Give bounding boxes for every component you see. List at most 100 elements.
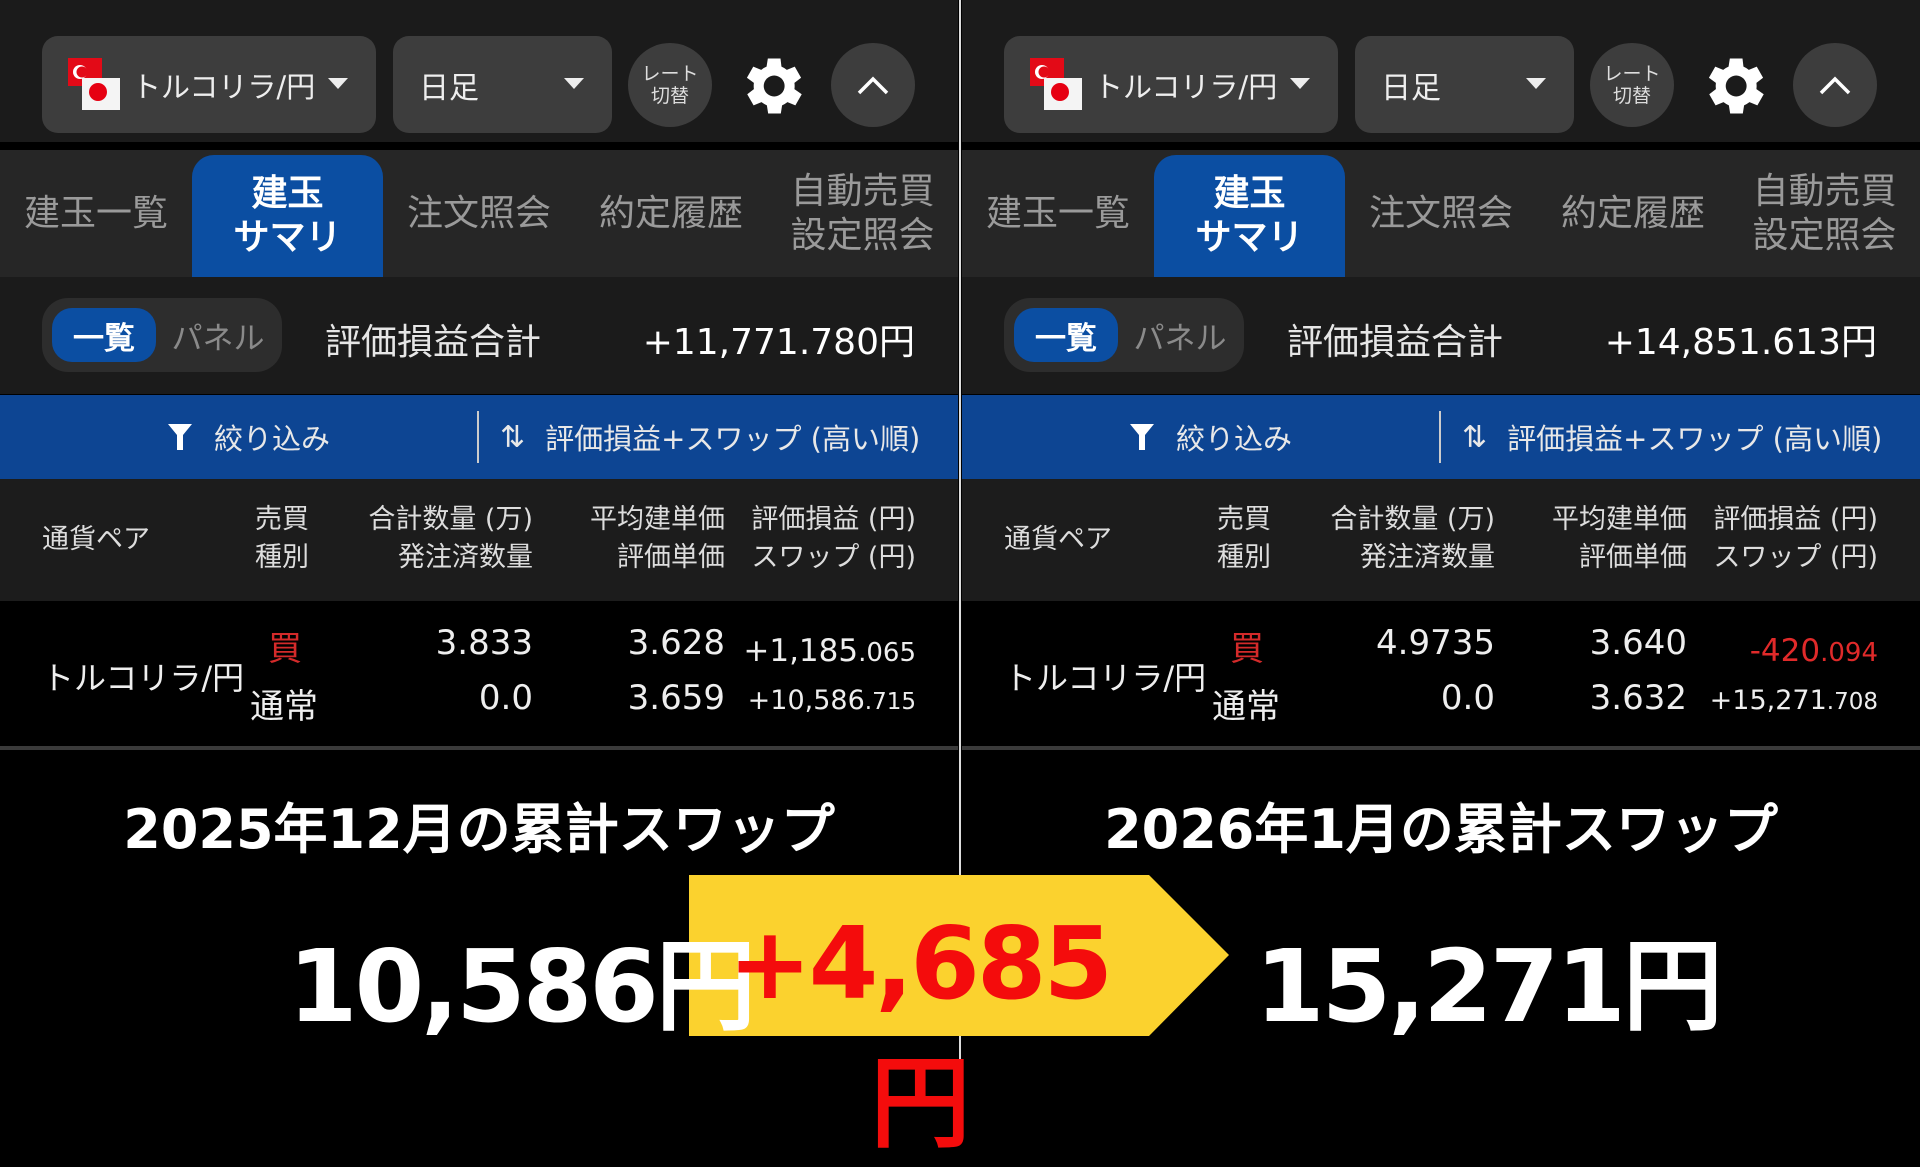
row-pl: +1,185.065 bbox=[743, 633, 916, 669]
header-side: 売買 種別 bbox=[1217, 501, 1271, 577]
filter-icon bbox=[168, 424, 192, 450]
tab-positions-summary[interactable]: 建玉 サマリ bbox=[192, 155, 383, 277]
table-row[interactable]: トルコリラ/円 買 通常 4.9735 0.0 3.640 3.632 -420… bbox=[962, 601, 1920, 746]
filter-label: 絞り込み bbox=[1176, 422, 1293, 456]
text: .094 bbox=[1820, 638, 1878, 668]
increase-arrow bbox=[689, 875, 1229, 1036]
center-divider bbox=[959, 0, 961, 1080]
text: -420 bbox=[1749, 633, 1821, 669]
interval-dropdown[interactable]: 日足 bbox=[1355, 36, 1574, 133]
text: +10,586 bbox=[747, 685, 865, 716]
sort-arrows-icon: ⇅ bbox=[1462, 419, 1488, 455]
row-qty: 3.833 bbox=[435, 623, 533, 663]
swap-difference: +4,685円 bbox=[727, 905, 1113, 1162]
header-pair: 通貨ペア bbox=[1004, 524, 1112, 555]
rate-toggle-line1: レート bbox=[641, 63, 699, 85]
row-side: 買 bbox=[1230, 629, 1264, 669]
text: .065 bbox=[858, 638, 916, 668]
interval-label: 日足 bbox=[419, 70, 479, 106]
text: 評価単価 bbox=[617, 542, 725, 573]
sort-label: 評価損益+スワップ (高い順) bbox=[545, 422, 921, 456]
row-avg-price: 3.640 bbox=[1589, 623, 1687, 663]
text: 評価損益 (円) bbox=[751, 504, 916, 535]
filter-sort-bar: 絞り込み ⇅ 評価損益+スワップ (高い順) bbox=[962, 395, 1920, 479]
filter-icon bbox=[1130, 424, 1154, 450]
text: 評価単価 bbox=[1579, 542, 1687, 573]
row-divider bbox=[962, 746, 1920, 750]
text: 売買 bbox=[255, 504, 309, 535]
tab-positions-list[interactable]: 建玉一覧 bbox=[985, 192, 1130, 234]
text: スワップ (円) bbox=[751, 542, 916, 573]
row-ordered-qty: 0.0 bbox=[1440, 678, 1495, 718]
total-pl-value: +14,851.613円 bbox=[1604, 322, 1877, 363]
sort-label: 評価損益+スワップ (高い順) bbox=[1507, 422, 1883, 456]
currency-pair-dropdown[interactable]: トルコリラ/円 bbox=[42, 36, 376, 133]
top-bar: トルコリラ/円 日足 レート 切替 bbox=[0, 0, 958, 142]
row-type: 通常 bbox=[1212, 687, 1280, 727]
tab-execution-history[interactable]: 約定履歴 bbox=[598, 192, 743, 234]
currency-pair-dropdown[interactable]: トルコリラ/円 bbox=[1004, 36, 1338, 133]
try-jpy-flag-icon bbox=[68, 58, 120, 110]
text: 種別 bbox=[1217, 542, 1271, 573]
right-caption: 2026年1月の累計スワップ bbox=[1104, 798, 1778, 861]
try-jpy-flag-icon bbox=[1030, 58, 1082, 110]
gear-icon[interactable] bbox=[1695, 48, 1771, 124]
text: スワップ (円) bbox=[1713, 542, 1878, 573]
collapse-button[interactable] bbox=[831, 43, 915, 127]
text: 評価損益 (円) bbox=[1713, 504, 1878, 535]
row-pl: -420.094 bbox=[1750, 633, 1878, 669]
divider bbox=[0, 142, 958, 150]
view-panel-button[interactable]: パネル bbox=[171, 320, 265, 357]
tab-order-inquiry[interactable]: 注文照会 bbox=[406, 192, 551, 234]
header-pair: 通貨ペア bbox=[42, 524, 150, 555]
interval-label: 日足 bbox=[1381, 70, 1441, 106]
january-swap-total: 15,271円 bbox=[1255, 928, 1723, 1045]
text: 合計数量 (万) bbox=[368, 504, 533, 535]
row-pair: トルコリラ/円 bbox=[1004, 659, 1207, 697]
left-caption: 2025年12月の累計スワップ bbox=[123, 798, 835, 861]
sort-button[interactable]: ⇅ 評価損益+スワップ (高い順) bbox=[1462, 395, 1882, 479]
left-screenshot-panel: トルコリラ/円 日足 レート 切替 建玉一覧 建玉 サマリ 注文照会 約定履歴 … bbox=[0, 0, 958, 750]
table-header: 通貨ペア 売買 種別 合計数量 (万) 発注済数量 平均建単価 評価単価 評価損益 (… bbox=[0, 479, 958, 601]
text: 平均建単価 bbox=[590, 504, 725, 535]
text: 合計数量 (万) bbox=[1330, 504, 1495, 535]
chevron-up-icon bbox=[1819, 76, 1851, 95]
tab-execution-history[interactable]: 約定履歴 bbox=[1560, 192, 1705, 234]
top-bar: トルコリラ/円 日足 レート 切替 bbox=[962, 0, 1920, 142]
table-row[interactable]: トルコリラ/円 買 通常 3.833 0.0 3.628 3.659 +1,18… bbox=[0, 601, 958, 746]
tab-positions-summary[interactable]: 建玉 サマリ bbox=[1154, 155, 1345, 277]
header-price: 平均建単価評価単価 bbox=[1552, 501, 1687, 577]
tab-auto-trade-settings[interactable]: 自動売買 設定照会 bbox=[790, 170, 935, 256]
text: 平均建単価 bbox=[1552, 504, 1687, 535]
summary-row: 一覧 パネル 評価損益合計 +11,771.780円 bbox=[0, 277, 958, 394]
caret-down-icon bbox=[1526, 78, 1546, 89]
header-price: 平均建単価評価単価 bbox=[590, 501, 725, 577]
tab-auto-trade-settings[interactable]: 自動売買 設定照会 bbox=[1752, 170, 1897, 256]
gear-icon[interactable] bbox=[733, 48, 809, 124]
view-panel-button[interactable]: パネル bbox=[1133, 320, 1227, 357]
currency-pair-label: トルコリラ/円 bbox=[132, 69, 316, 104]
interval-dropdown[interactable]: 日足 bbox=[393, 36, 612, 133]
row-type: 通常 bbox=[250, 687, 318, 727]
total-pl-value: +11,771.780円 bbox=[642, 322, 915, 363]
view-toggle: 一覧 パネル bbox=[1004, 298, 1244, 372]
right-screenshot-panel: トルコリラ/円 日足 レート 切替 建玉一覧 建玉 サマリ 注文照会 約定履歴 … bbox=[962, 0, 1920, 750]
tab-positions-list[interactable]: 建玉一覧 bbox=[23, 192, 168, 234]
separator bbox=[1439, 411, 1441, 463]
divider bbox=[962, 142, 1920, 150]
view-list-button[interactable]: 一覧 bbox=[1014, 308, 1118, 362]
december-swap-total: 10,586円 bbox=[288, 928, 756, 1045]
filter-sort-bar: 絞り込み ⇅ 評価損益+スワップ (高い順) bbox=[0, 395, 958, 479]
caret-down-icon bbox=[564, 78, 584, 89]
rate-toggle-button[interactable]: レート 切替 bbox=[1590, 43, 1674, 127]
total-pl-label: 評価損益合計 bbox=[1287, 322, 1504, 363]
view-list-button[interactable]: 一覧 bbox=[52, 308, 156, 362]
collapse-button[interactable] bbox=[1793, 43, 1877, 127]
sort-button[interactable]: ⇅ 評価損益+スワップ (高い順) bbox=[500, 395, 920, 479]
filter-button[interactable]: 絞り込み bbox=[1128, 395, 1292, 479]
tab-order-inquiry[interactable]: 注文照会 bbox=[1368, 192, 1513, 234]
rate-toggle-button[interactable]: レート 切替 bbox=[628, 43, 712, 127]
row-avg-price: 3.628 bbox=[627, 623, 725, 663]
filter-button[interactable]: 絞り込み bbox=[166, 395, 330, 479]
summary-row: 一覧 パネル 評価損益合計 +14,851.613円 bbox=[962, 277, 1920, 394]
